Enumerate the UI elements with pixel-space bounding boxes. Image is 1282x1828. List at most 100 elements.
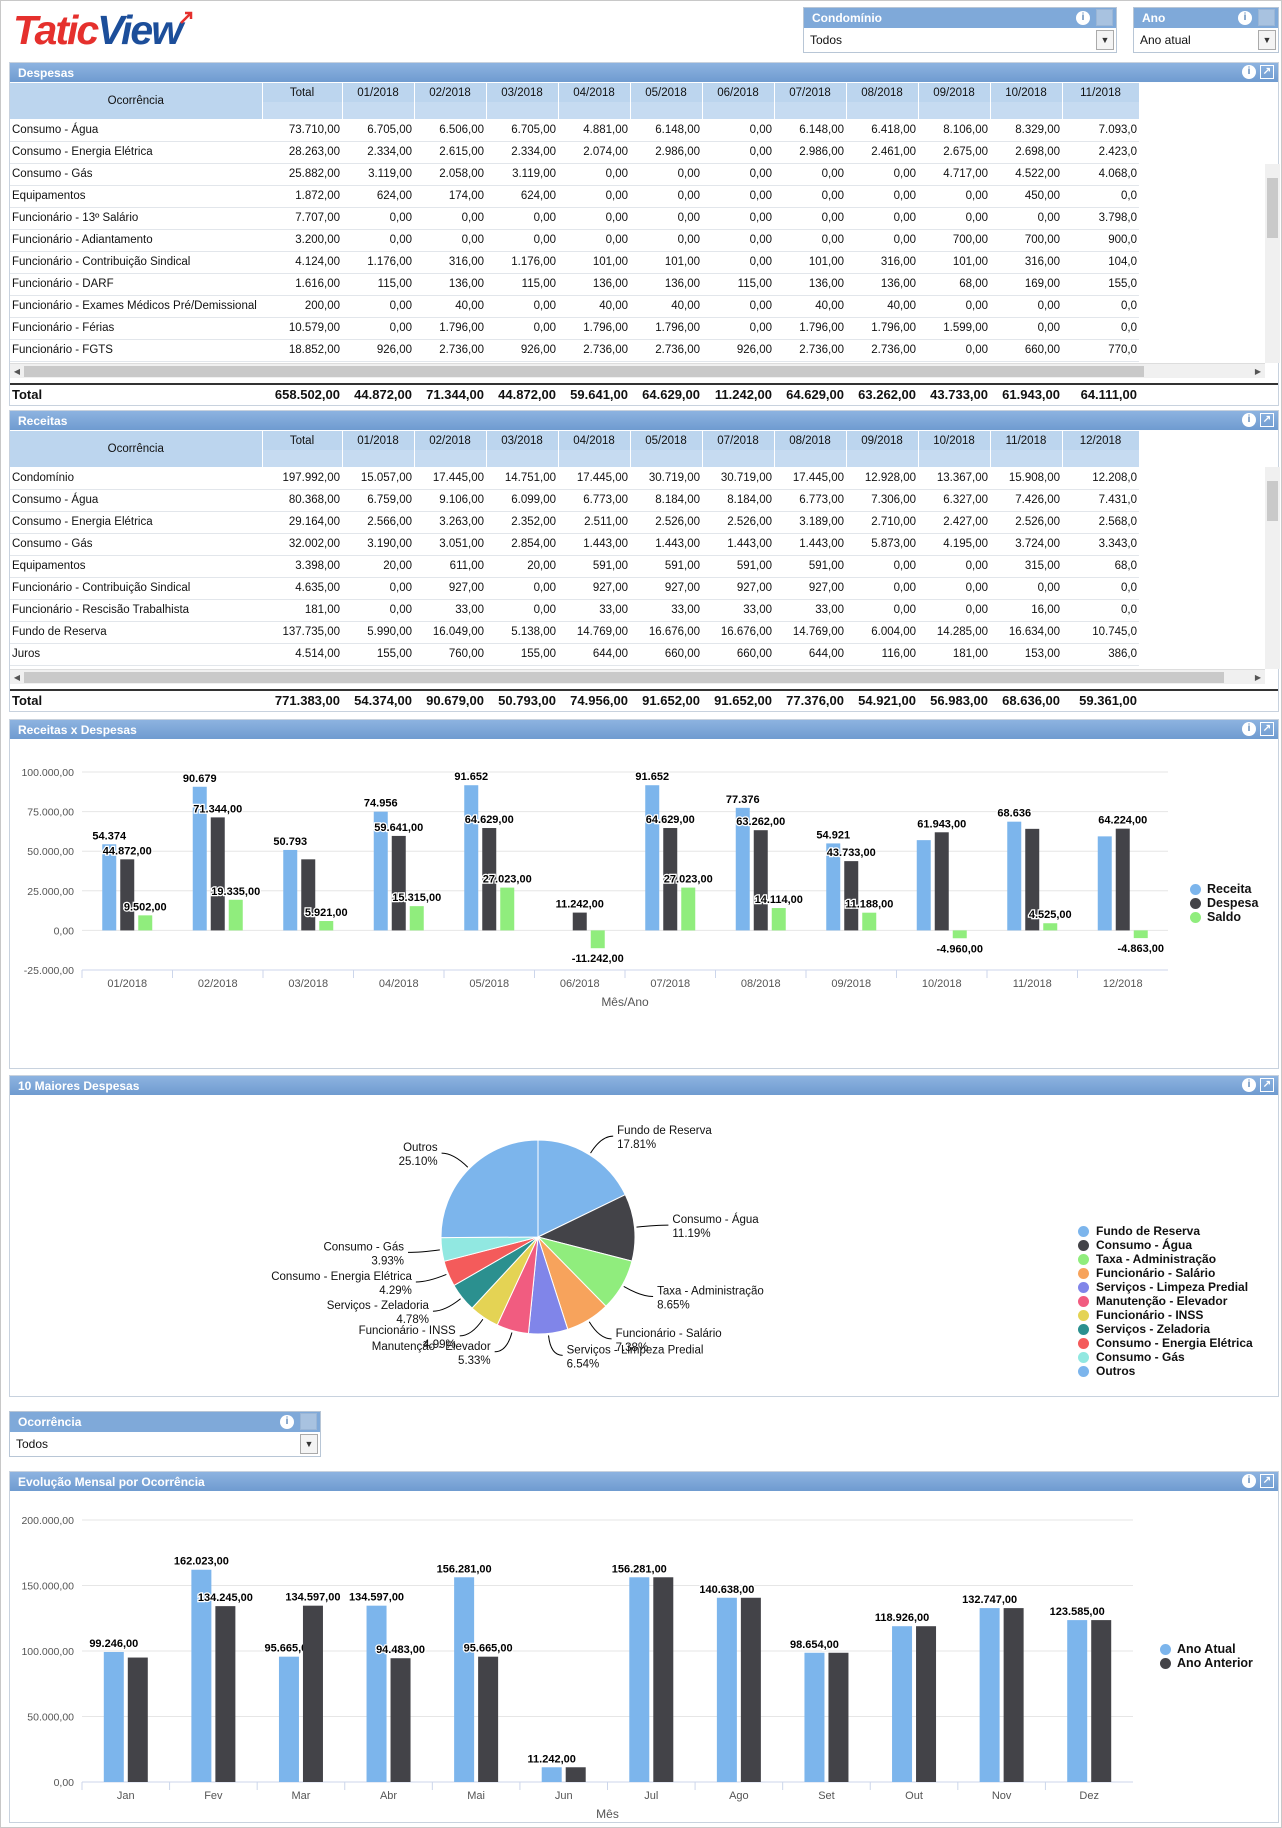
col-header[interactable]: 07/2018 xyxy=(702,431,775,450)
expand-icon[interactable]: ↗ xyxy=(1260,1078,1274,1092)
vertical-scrollbar[interactable] xyxy=(1265,467,1280,669)
col-header[interactable]: 09/2018 xyxy=(846,431,919,450)
col-header[interactable]: 03/2018 xyxy=(486,431,559,450)
info-icon[interactable]: i xyxy=(1242,1474,1256,1488)
info-icon[interactable]: i xyxy=(1238,11,1252,25)
filter-menu-button[interactable] xyxy=(1258,9,1275,26)
table-cell: 2.334,00 xyxy=(342,141,414,164)
col-header[interactable]: 05/2018 xyxy=(630,431,703,450)
table-row[interactable]: Funcionário - Férias 10.579,00 0,00 1.796,0… xyxy=(10,317,1139,340)
col-header[interactable]: 01/2018 xyxy=(342,83,415,102)
filter-menu-button[interactable] xyxy=(300,1413,317,1430)
table-row[interactable]: Funcionário - Rescisão Trabalhista 181,00… xyxy=(10,599,1139,622)
table-row[interactable]: Consumo - Gás 25.882,00 3.119,00 2.058,00 3.… xyxy=(10,163,1139,186)
info-icon[interactable]: i xyxy=(1242,722,1256,736)
col-header-ocorrencia[interactable]: Ocorrência xyxy=(10,83,263,119)
table-cell: 15.908,00 xyxy=(990,467,1062,490)
table-row[interactable]: Funcionário - Contribuição Sindical 4.635… xyxy=(10,577,1139,600)
table-row[interactable]: Consumo - Energia Elétrica 28.263,00 2.334… xyxy=(10,141,1139,164)
info-icon[interactable]: i xyxy=(1242,413,1256,427)
table-row[interactable]: Fundo de Reserva 137.735,00 5.990,00 16.049… xyxy=(10,621,1139,644)
col-header[interactable]: 11/2018 xyxy=(1062,83,1140,102)
horizontal-scrollbar[interactable]: ◀ ▶ xyxy=(10,669,1265,684)
legend-item[interactable]: Ano Anterior xyxy=(1160,1656,1253,1670)
col-header[interactable]: 04/2018 xyxy=(558,83,631,102)
data-label: 91.652 xyxy=(454,771,488,783)
col-header[interactable]: Total xyxy=(262,431,343,450)
table-row[interactable]: Funcionário - Adiantamento 3.200,00 0,00 0,… xyxy=(10,229,1139,252)
table-row[interactable]: Funcionário - Exames Médicos Pré/Demissi… xyxy=(10,295,1139,318)
expand-icon[interactable]: ↗ xyxy=(1260,722,1274,736)
table-row[interactable]: Funcionário - FGTS 18.852,00 926,00 2.736,0… xyxy=(10,339,1139,362)
col-header[interactable]: 02/2018 xyxy=(414,431,487,450)
col-header[interactable]: 09/2018 xyxy=(918,83,991,102)
chevron-down-icon[interactable]: ▼ xyxy=(300,1434,318,1454)
col-header[interactable]: 04/2018 xyxy=(558,431,631,450)
legend-item[interactable]: Funcionário - INSS xyxy=(1078,1308,1253,1322)
info-icon[interactable]: i xyxy=(1076,11,1090,25)
total-cell: 59.641,00 xyxy=(570,387,628,402)
col-header[interactable]: 01/2018 xyxy=(342,431,415,450)
ano-select[interactable]: Ano atual ▼ xyxy=(1134,28,1278,52)
expand-icon[interactable]: ↗ xyxy=(1260,413,1274,427)
legend-item[interactable]: Funcionário - Salário xyxy=(1078,1266,1253,1280)
col-header[interactable]: 08/2018 xyxy=(846,83,919,102)
expand-icon[interactable]: ↗ xyxy=(1260,1474,1274,1488)
chevron-down-icon[interactable]: ▼ xyxy=(1096,30,1114,50)
vertical-scrollbar[interactable] xyxy=(1265,164,1280,363)
table-row[interactable]: Funcionário - 13º Salário 7.707,00 0,00 0,0… xyxy=(10,207,1139,230)
col-header-ocorrencia[interactable]: Ocorrência xyxy=(10,431,263,467)
col-header[interactable]: 08/2018 xyxy=(774,431,847,450)
col-header[interactable]: 07/2018 xyxy=(774,83,847,102)
expand-icon[interactable]: ↗ xyxy=(1260,65,1274,79)
info-icon[interactable]: i xyxy=(280,1415,294,1429)
col-header[interactable]: 10/2018 xyxy=(990,83,1063,102)
condominio-select[interactable]: Todos ▼ xyxy=(804,28,1116,52)
legend-item[interactable]: Serviços - Zeladoria xyxy=(1078,1322,1253,1336)
table-row[interactable]: Equipamentos 1.872,00 624,00 174,00 624,00 0,… xyxy=(10,185,1139,208)
legend-dot xyxy=(1190,883,1201,895)
legend-item[interactable]: Saldo xyxy=(1190,910,1258,924)
chevron-down-icon[interactable]: ▼ xyxy=(1258,30,1276,50)
legend-item[interactable]: Receita xyxy=(1190,882,1258,896)
table-row[interactable]: Condomínio 197.992,00 15.057,00 17.445,00 14… xyxy=(10,467,1139,490)
table-row[interactable]: Consumo - Energia Elétrica 29.164,00 2.566… xyxy=(10,511,1139,534)
legend-item[interactable]: Consumo - Água xyxy=(1078,1238,1253,1252)
horizontal-scrollbar[interactable]: ◀ ▶ xyxy=(10,363,1265,378)
legend-item[interactable]: Ano Atual xyxy=(1160,1642,1253,1656)
info-icon[interactable]: i xyxy=(1242,65,1256,79)
filter-menu-button[interactable] xyxy=(1096,9,1113,26)
total-cell: Total xyxy=(12,387,43,402)
col-header[interactable]: 10/2018 xyxy=(918,431,991,450)
legend-item[interactable]: Despesa xyxy=(1190,896,1258,910)
table-row[interactable]: Funcionário - Contribuição Sindical 4.124… xyxy=(10,251,1139,274)
table-row[interactable]: Consumo - Gás 32.002,00 3.190,00 3.051,00 2.… xyxy=(10,533,1139,556)
legend-item[interactable]: Taxa - Administração xyxy=(1078,1252,1253,1266)
col-header[interactable]: 12/2018 xyxy=(1062,431,1140,450)
legend-item[interactable]: Serviços - Limpeza Predial xyxy=(1078,1280,1253,1294)
table-row[interactable]: Funcionário - DARF 1.616,00 115,00 136,00 11… xyxy=(10,273,1139,296)
table-row[interactable]: Consumo - Água 73.710,00 6.705,00 6.506,00 6… xyxy=(10,119,1139,142)
table-row[interactable]: Consumo - Água 80.368,00 6.759,00 9.106,00 6… xyxy=(10,489,1139,512)
table-row[interactable]: Equipamentos 3.398,00 20,00 611,00 20,00 591,… xyxy=(10,555,1139,578)
table-row[interactable]: Juros 4.514,00 155,00 760,00 155,00 644,00 660… xyxy=(10,643,1139,666)
legend-item[interactable]: Outros xyxy=(1078,1364,1253,1378)
legend-dot xyxy=(1078,1281,1089,1293)
info-icon[interactable]: i xyxy=(1242,1078,1256,1092)
col-header[interactable]: 05/2018 xyxy=(630,83,703,102)
col-header[interactable]: 02/2018 xyxy=(414,83,487,102)
ocorrencia-select[interactable]: Todos ▼ xyxy=(10,1432,320,1456)
col-header[interactable]: 11/2018 xyxy=(990,431,1063,450)
legend-item[interactable]: Manutenção - Elevador xyxy=(1078,1294,1253,1308)
table-cell: 0,00 xyxy=(630,163,702,186)
col-header[interactable]: Total xyxy=(262,83,343,102)
table-cell: 0,00 xyxy=(702,251,774,274)
legend-item[interactable]: Consumo - Gás xyxy=(1078,1350,1253,1364)
legend-item[interactable]: Consumo - Energia Elétrica xyxy=(1078,1336,1253,1350)
col-header[interactable]: 06/2018 xyxy=(702,83,775,102)
table-cell: 3.200,00 xyxy=(262,229,342,252)
col-header[interactable]: 03/2018 xyxy=(486,83,559,102)
legend-item[interactable]: Fundo de Reserva xyxy=(1078,1224,1253,1238)
table-cell: 0,00 xyxy=(918,185,990,208)
data-label: 61.943,00 xyxy=(917,818,966,830)
